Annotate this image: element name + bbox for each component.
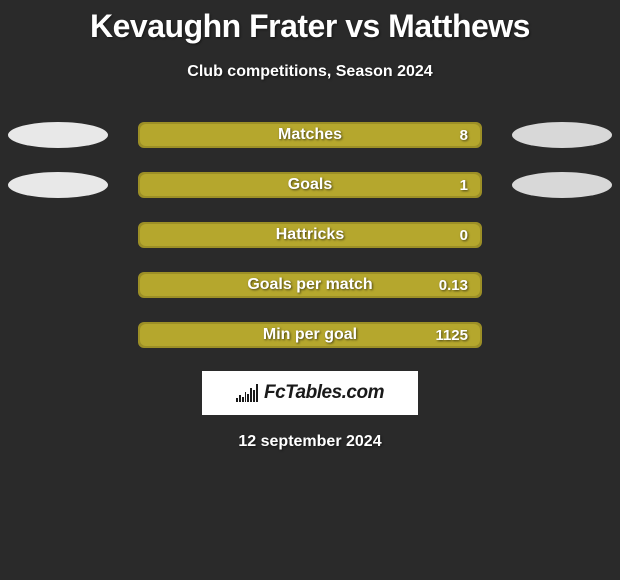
- stat-value: 1125: [435, 327, 468, 344]
- player-right-ellipse: [512, 272, 612, 298]
- stat-value: 0: [460, 227, 468, 244]
- stat-row: Goals per match0.13: [0, 271, 620, 299]
- date-label: 12 september 2024: [0, 433, 620, 451]
- player-left-ellipse: [8, 122, 108, 148]
- stat-bar: Min per goal1125: [138, 322, 482, 348]
- stat-bar: Goals1: [138, 172, 482, 198]
- stat-label: Hattricks: [140, 226, 480, 244]
- barchart-icon: [236, 384, 258, 402]
- stat-label: Matches: [140, 126, 480, 144]
- logo-box: FcTables.com: [202, 371, 418, 415]
- stat-row: Matches8: [0, 121, 620, 149]
- player-left-ellipse: [8, 322, 108, 348]
- stat-row: Min per goal1125: [0, 321, 620, 349]
- stat-value: 8: [460, 127, 468, 144]
- stat-value: 0.13: [439, 277, 468, 294]
- stat-bar: Matches8: [138, 122, 482, 148]
- page-title: Kevaughn Frater vs Matthews: [0, 8, 620, 45]
- stat-bar: Goals per match0.13: [138, 272, 482, 298]
- comparison-infographic: Kevaughn Frater vs Matthews Club competi…: [0, 0, 620, 451]
- player-left-ellipse: [8, 172, 108, 198]
- subtitle: Club competitions, Season 2024: [0, 63, 620, 81]
- player-left-ellipse: [8, 272, 108, 298]
- player-right-ellipse: [512, 122, 612, 148]
- logo-text: FcTables.com: [264, 382, 384, 404]
- stat-rows: Matches8Goals1Hattricks0Goals per match0…: [0, 121, 620, 349]
- player-right-ellipse: [512, 322, 612, 348]
- stat-row: Goals1: [0, 171, 620, 199]
- player-left-ellipse: [8, 222, 108, 248]
- stat-row: Hattricks0: [0, 221, 620, 249]
- player-right-ellipse: [512, 222, 612, 248]
- stat-label: Goals: [140, 176, 480, 194]
- player-right-ellipse: [512, 172, 612, 198]
- stat-value: 1: [460, 177, 468, 194]
- stat-label: Min per goal: [140, 326, 480, 344]
- stat-label: Goals per match: [140, 276, 480, 294]
- stat-bar: Hattricks0: [138, 222, 482, 248]
